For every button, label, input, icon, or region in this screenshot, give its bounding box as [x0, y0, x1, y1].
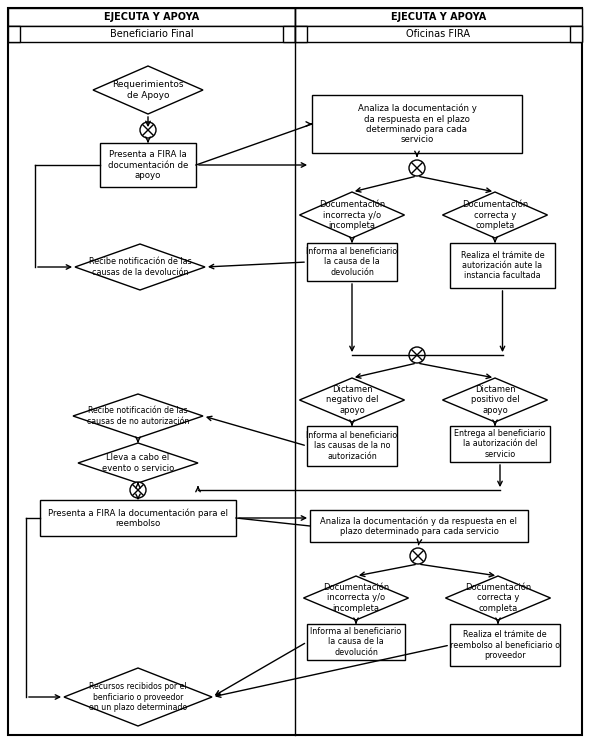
FancyBboxPatch shape	[295, 26, 307, 42]
FancyBboxPatch shape	[570, 26, 582, 42]
FancyBboxPatch shape	[8, 8, 295, 26]
Polygon shape	[300, 192, 405, 238]
FancyBboxPatch shape	[8, 26, 295, 42]
FancyBboxPatch shape	[450, 624, 560, 666]
Text: Informa al beneficiario
la causa de la
devolución: Informa al beneficiario la causa de la d…	[306, 247, 398, 277]
Polygon shape	[442, 192, 548, 238]
Text: Requerimientos
de Apoyo: Requerimientos de Apoyo	[112, 80, 183, 100]
FancyBboxPatch shape	[307, 426, 397, 466]
Text: Analiza la documentación y da respuesta en el
plazo determinado para cada servic: Analiza la documentación y da respuesta …	[320, 516, 517, 536]
Circle shape	[409, 160, 425, 176]
Text: Oficinas FIRA: Oficinas FIRA	[407, 29, 470, 39]
Text: Recibe notificación de las
causas de la devolución: Recibe notificación de las causas de la …	[88, 257, 191, 276]
FancyBboxPatch shape	[295, 8, 582, 26]
Text: Realiza el trámite de
autorización aute la
instancia facultada: Realiza el trámite de autorización aute …	[461, 250, 545, 280]
Text: Documentación
correcta y
completa: Documentación correcta y completa	[462, 200, 528, 230]
Text: Informa al beneficiario
las causas de la no
autorización: Informa al beneficiario las causas de la…	[306, 431, 398, 461]
Circle shape	[140, 122, 156, 138]
FancyBboxPatch shape	[295, 26, 582, 42]
Text: Recibe notificación de las
causas de no autorización: Recibe notificación de las causas de no …	[87, 406, 189, 426]
Text: Documentación
incorrecta y/o
incompleta: Documentación incorrecta y/o incompleta	[319, 200, 385, 230]
Circle shape	[410, 548, 426, 564]
FancyBboxPatch shape	[310, 510, 528, 542]
FancyBboxPatch shape	[100, 143, 196, 187]
Circle shape	[409, 347, 425, 363]
FancyBboxPatch shape	[307, 624, 405, 660]
Text: Beneficiario Final: Beneficiario Final	[110, 29, 194, 39]
FancyBboxPatch shape	[283, 26, 295, 42]
Polygon shape	[75, 244, 205, 290]
Text: Dictamen
positivo del
apoyo: Dictamen positivo del apoyo	[471, 385, 519, 415]
Polygon shape	[64, 668, 212, 726]
Text: Analiza la documentación y
da respuesta en el plazo
determinado para cada
servic: Analiza la documentación y da respuesta …	[358, 104, 477, 144]
Text: Documentación
incorrecta y/o
incompleta: Documentación incorrecta y/o incompleta	[323, 583, 389, 613]
Text: Informa al beneficiario
la causa de la
devolución: Informa al beneficiario la causa de la d…	[310, 627, 402, 657]
Circle shape	[130, 482, 146, 498]
Polygon shape	[93, 66, 203, 114]
FancyBboxPatch shape	[40, 500, 236, 536]
Polygon shape	[73, 394, 203, 438]
Text: Presenta a FIRA la documentación para el
reembolso: Presenta a FIRA la documentación para el…	[48, 508, 228, 528]
FancyBboxPatch shape	[307, 243, 397, 281]
Text: Recursos recibidos por el
benficiario o proveedor
en un plazo determinado: Recursos recibidos por el benficiario o …	[89, 682, 187, 712]
Text: Entrega al beneficiario
la autorización del
servicio: Entrega al beneficiario la autorización …	[454, 429, 546, 459]
Text: Dictamen
negativo del
apoyo: Dictamen negativo del apoyo	[326, 385, 378, 415]
Text: Presenta a FIRA la
documentación de
apoyo: Presenta a FIRA la documentación de apoy…	[108, 150, 188, 180]
Polygon shape	[303, 576, 408, 620]
FancyBboxPatch shape	[312, 95, 522, 153]
FancyBboxPatch shape	[8, 26, 20, 42]
Polygon shape	[300, 378, 405, 422]
Polygon shape	[442, 378, 548, 422]
Polygon shape	[445, 576, 550, 620]
Text: Realiza el trámite de
reembolso al beneficiario o
proveedor: Realiza el trámite de reembolso al benef…	[450, 630, 560, 660]
FancyBboxPatch shape	[8, 8, 582, 735]
Text: Lleva a cabo el
evento o servicio: Lleva a cabo el evento o servicio	[102, 453, 174, 473]
Text: EJECUTA Y APOYA: EJECUTA Y APOYA	[104, 12, 199, 22]
Text: EJECUTA Y APOYA: EJECUTA Y APOYA	[391, 12, 486, 22]
Polygon shape	[78, 443, 198, 483]
Text: Documentación
correcta y
completa: Documentación correcta y completa	[465, 583, 531, 613]
FancyBboxPatch shape	[450, 426, 550, 462]
FancyBboxPatch shape	[450, 243, 555, 288]
